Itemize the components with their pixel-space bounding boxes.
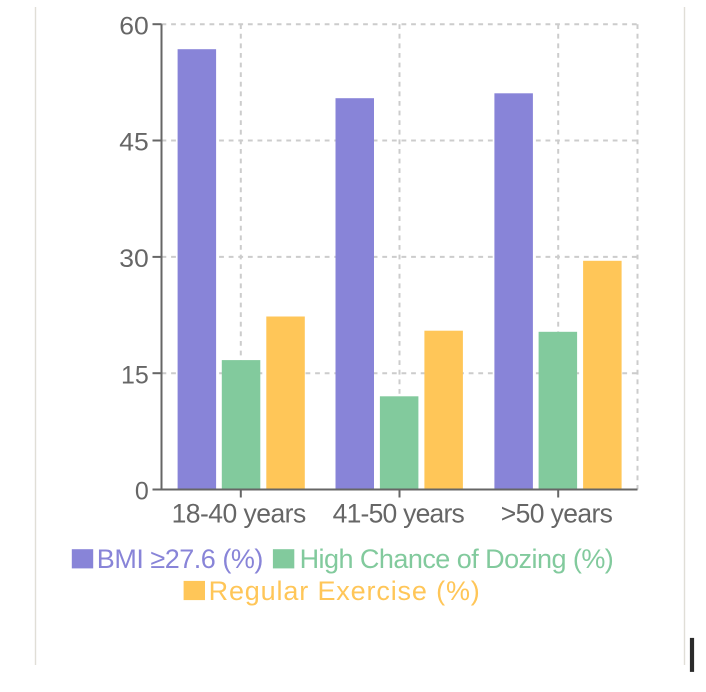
svg-text:15: 15 [121, 362, 149, 390]
svg-text:18-40 years: 18-40 years [172, 499, 307, 529]
svg-text:BMI ≥27.6 (%): BMI ≥27.6 (%) [97, 544, 264, 574]
svg-text:High Chance of Dozing (%): High Chance of Dozing (%) [300, 544, 614, 574]
svg-text:>50 years: >50 years [501, 499, 613, 529]
svg-text:41-50 years: 41-50 years [333, 499, 465, 529]
svg-text:Regular Exercise (%): Regular Exercise (%) [209, 576, 480, 606]
svg-text:60: 60 [119, 12, 149, 40]
svg-text:45: 45 [119, 129, 149, 157]
svg-text:0: 0 [135, 478, 149, 506]
svg-text:30: 30 [119, 245, 149, 273]
